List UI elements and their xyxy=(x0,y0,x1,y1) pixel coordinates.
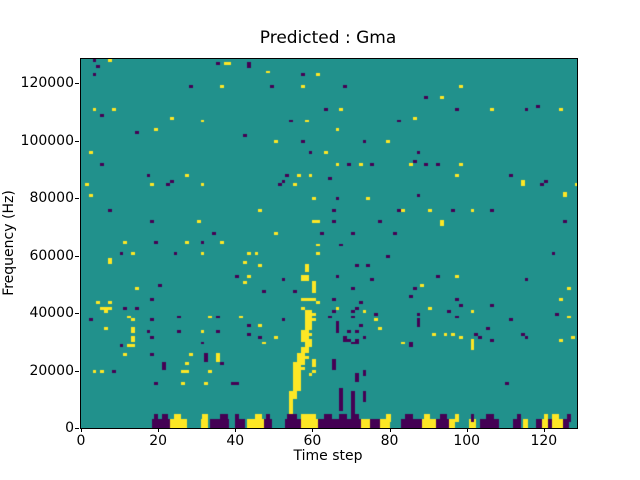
x-tick-mark xyxy=(389,428,391,432)
x-tick-label: 20 xyxy=(149,433,168,449)
y-tick-mark xyxy=(75,198,79,200)
y-tick-label: 100000 xyxy=(20,132,74,149)
x-axis-label: Time step xyxy=(293,448,363,464)
chart-title: Predicted : Gma xyxy=(259,28,397,48)
x-tick-label: 0 xyxy=(76,433,86,449)
y-tick-label: 80000 xyxy=(29,190,74,207)
y-tick-mark xyxy=(75,370,79,372)
x-tick-label: 80 xyxy=(380,433,399,449)
y-tick-label: 120000 xyxy=(20,75,74,92)
y-tick-label: 40000 xyxy=(29,305,74,322)
y-tick-label: 60000 xyxy=(29,247,74,264)
x-tick-label: 60 xyxy=(303,433,322,449)
x-tick-mark xyxy=(235,428,237,432)
x-tick-mark xyxy=(81,428,82,432)
plot-area xyxy=(80,58,578,429)
heatmap-canvas xyxy=(81,59,577,428)
y-tick-mark xyxy=(75,428,79,429)
x-tick-label: 100 xyxy=(453,433,481,449)
y-tick-label: 0 xyxy=(65,420,74,436)
y-tick-mark xyxy=(75,313,79,315)
y-tick-mark xyxy=(75,83,79,85)
x-tick-mark xyxy=(466,428,468,432)
x-tick-label: 40 xyxy=(226,433,245,449)
y-tick-mark xyxy=(75,140,79,142)
x-tick-mark xyxy=(312,428,314,432)
x-tick-label: 120 xyxy=(530,433,558,449)
x-tick-mark xyxy=(543,428,545,432)
x-tick-mark xyxy=(158,428,160,432)
y-tick-label: 20000 xyxy=(29,362,74,379)
y-axis-label: Frequency (Hz) xyxy=(1,190,17,296)
y-tick-mark xyxy=(75,255,79,257)
